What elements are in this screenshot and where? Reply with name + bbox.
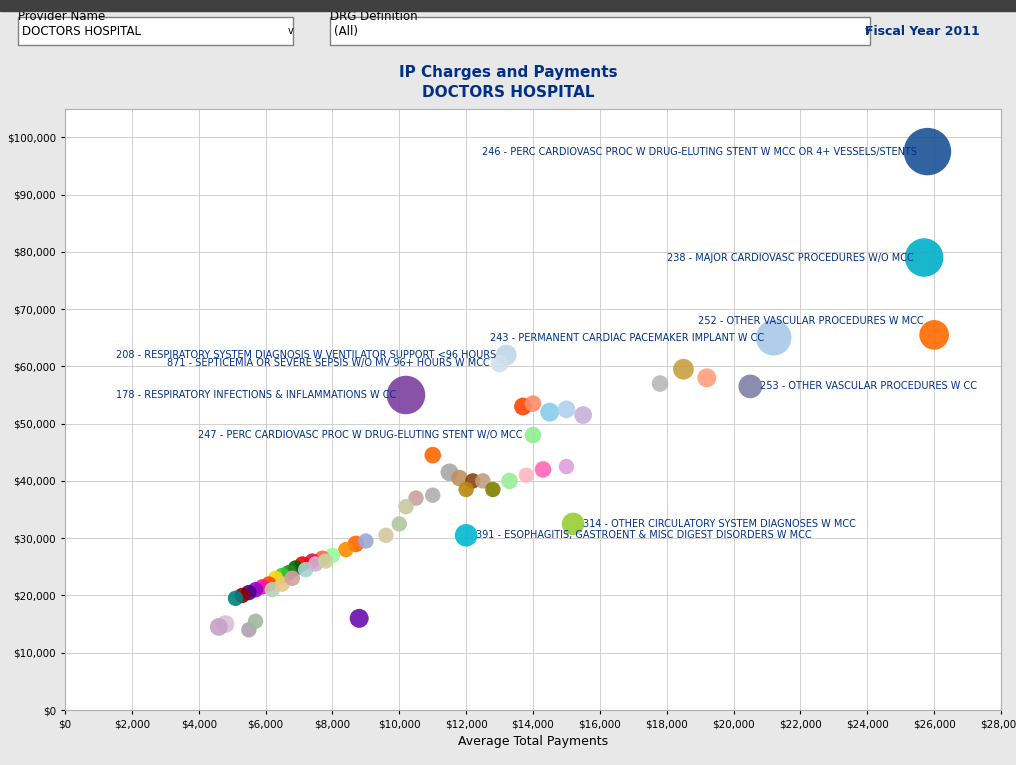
Point [498,349,514,361]
Text: 238 - MAJOR CARDIOVASC PROCEDURES W/O MCC: 238 - MAJOR CARDIOVASC PROCEDURES W/O MC… [668,252,914,262]
FancyBboxPatch shape [18,17,293,45]
Point [314,552,330,565]
Point [217,618,234,630]
Point [766,331,782,343]
Point [742,380,758,392]
Point [451,472,467,484]
Point [458,529,474,542]
Point [324,549,340,562]
Point [298,564,314,576]
Point [274,578,291,590]
Point [261,578,277,590]
Point [234,589,250,601]
Point [464,475,481,487]
Point [304,555,320,567]
Text: v: v [865,26,871,36]
Point [425,489,441,501]
Text: DOCTORS HOSPITAL: DOCTORS HOSPITAL [22,24,141,37]
Point [485,483,501,496]
Point [559,461,575,473]
Point [391,518,407,530]
Text: (All): (All) [334,24,358,37]
Point [518,469,534,481]
Point [284,572,301,584]
Text: 253 - OTHER VASCULAR PROCEDURES W CC: 253 - OTHER VASCULAR PROCEDURES W CC [760,382,977,392]
Text: 252 - OTHER VASCULAR PROCEDURES W MCC: 252 - OTHER VASCULAR PROCEDURES W MCC [698,315,925,326]
Text: 391 - ESOPHAGITIS, GASTROENT & MISC DIGEST DISORDERS W MCC: 391 - ESOPHAGITIS, GASTROENT & MISC DIGE… [477,530,812,540]
Point [699,372,715,384]
Point [525,429,542,441]
Point [474,475,491,487]
Point [267,572,283,584]
Point [425,449,441,461]
Point [347,538,364,550]
Text: 243 - PERMANENT CARDIAC PACEMAKER IMPLANT W CC: 243 - PERMANENT CARDIAC PACEMAKER IMPLAN… [490,333,764,343]
Text: 246 - PERC CARDIOVASC PROC W DRUG-ELUTING STENT W MCC OR 4+ VESSELS/STENTS: 246 - PERC CARDIOVASC PROC W DRUG-ELUTIN… [483,147,917,157]
Point [525,398,542,410]
Text: v: v [288,26,294,36]
Point [358,535,374,547]
Text: 314 - OTHER CIRCULATORY SYSTEM DIAGNOSES W MCC: 314 - OTHER CIRCULATORY SYSTEM DIAGNOSES… [583,519,856,529]
Point [542,406,558,418]
Text: DOCTORS HOSPITAL: DOCTORS HOSPITAL [422,86,594,100]
Point [916,252,933,264]
Point [337,543,354,555]
Point [254,581,270,593]
Point [492,357,508,369]
Y-axis label: Average Covered Charges: Average Covered Charges [0,327,1,491]
Point [248,584,264,596]
Point [458,483,474,496]
Text: Provider Name: Provider Name [18,10,106,23]
FancyBboxPatch shape [330,17,870,45]
Point [652,377,669,389]
Point [441,466,457,478]
Point [559,403,575,415]
Point [378,529,394,542]
Point [264,584,280,596]
Text: 208 - RESPIRATORY SYSTEM DIAGNOSIS W VENTILATOR SUPPORT <96 HOURS: 208 - RESPIRATORY SYSTEM DIAGNOSIS W VEN… [116,350,496,360]
Text: DRG Definition: DRG Definition [330,10,418,23]
Point [241,623,257,636]
Text: 247 - PERC CARDIOVASC PROC W DRUG-ELUTING STENT W/O MCC: 247 - PERC CARDIOVASC PROC W DRUG-ELUTIN… [198,430,523,440]
Point [288,562,304,574]
Point [534,464,551,476]
Point [919,145,936,158]
Point [210,621,227,633]
Point [515,400,531,412]
Point [926,329,942,341]
Point [295,558,311,570]
Text: 178 - RESPIRATORY INFECTIONS & INFLAMMATIONS W CC: 178 - RESPIRATORY INFECTIONS & INFLAMMAT… [116,390,396,400]
Point [676,363,692,376]
Point [502,475,518,487]
Point [318,555,334,567]
Text: IP Charges and Payments: IP Charges and Payments [398,65,618,80]
Text: 871 - SEPTICEMIA OR SEVERE SEPSIS W/O MV 96+ HOURS W MCC: 871 - SEPTICEMIA OR SEVERE SEPSIS W/O MV… [167,359,490,369]
Point [248,615,264,627]
Point [398,500,415,513]
Point [280,566,297,578]
Point [407,492,424,504]
Text: Fiscal Year 2011: Fiscal Year 2011 [866,24,980,37]
Point [565,518,581,530]
Point [308,558,324,570]
Point [274,569,291,581]
Point [398,389,415,401]
Point [575,409,591,422]
X-axis label: Average Total Payments: Average Total Payments [458,734,608,747]
Point [241,587,257,599]
Point [228,592,244,604]
Point [352,612,368,624]
